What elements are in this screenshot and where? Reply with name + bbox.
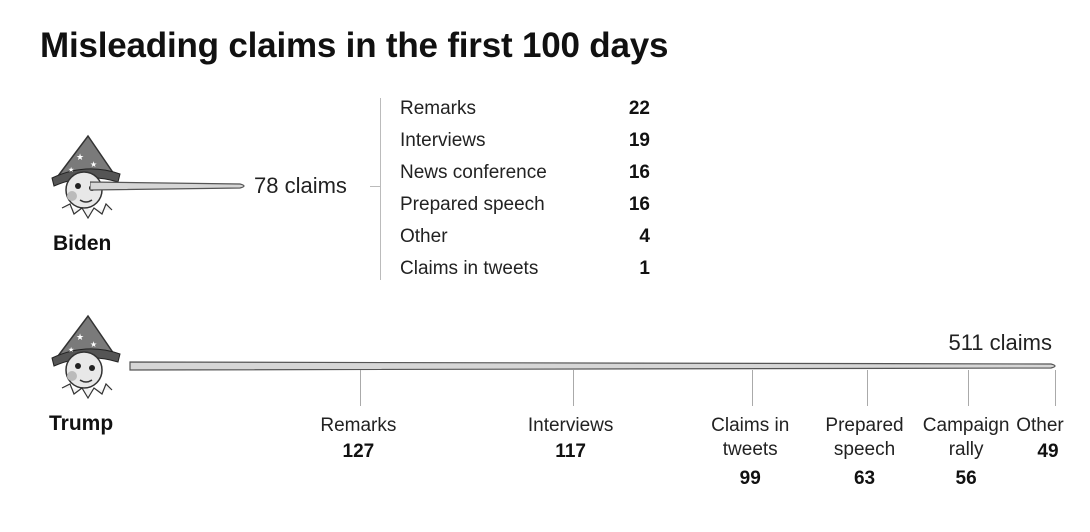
biden-bracket-line <box>380 98 381 280</box>
row-value: 16 <box>628 162 650 183</box>
row-value: 1 <box>639 258 650 279</box>
segment-tick <box>866 370 868 406</box>
table-row: Claims in tweets 1 <box>400 258 650 290</box>
svg-text:★: ★ <box>90 160 97 169</box>
row-label: Remarks <box>400 98 477 119</box>
svg-text:★: ★ <box>90 340 97 349</box>
biden-bracket-tick <box>370 186 381 187</box>
row-label: Claims in tweets <box>400 258 539 279</box>
segment-value: 127 <box>342 441 375 462</box>
table-row: Prepared speech 16 <box>400 194 650 226</box>
segment-label: Prepared speech <box>825 415 904 460</box>
segment-label: Remarks <box>320 415 397 436</box>
segment-tick <box>360 370 362 406</box>
table-row: Remarks 22 <box>400 98 650 130</box>
segment-value: 99 <box>739 468 761 489</box>
biden-nose <box>90 181 245 191</box>
segment-value: 49 <box>1037 441 1059 462</box>
chart-title: Misleading claims in the first 100 days <box>40 26 669 65</box>
row-value: 16 <box>628 194 650 215</box>
pinocchio-icon: ★★★ <box>51 314 121 400</box>
row-label: News conference <box>400 162 547 183</box>
biden-name: Biden <box>53 232 112 255</box>
table-row: News conference 16 <box>400 162 650 194</box>
segment-value: 117 <box>555 441 586 462</box>
table-row: Other 4 <box>400 226 650 258</box>
segment-label: Claims in tweets <box>711 415 790 460</box>
segment-label: Other <box>1016 415 1064 436</box>
segment-value: 56 <box>955 468 977 489</box>
trump-total-label: 511 claims <box>948 330 1052 355</box>
row-label: Prepared speech <box>400 194 545 215</box>
biden-total-label: 78 claims <box>254 173 347 198</box>
row-value: 4 <box>639 226 650 247</box>
row-value: 19 <box>628 130 650 151</box>
segment-value: 63 <box>853 468 876 489</box>
svg-text:★: ★ <box>76 152 84 162</box>
segment-tick <box>968 370 970 406</box>
svg-text:★: ★ <box>68 346 74 354</box>
svg-text:★: ★ <box>76 332 84 342</box>
segment-tick <box>1055 370 1056 406</box>
svg-text:★: ★ <box>68 166 74 174</box>
row-label: Other <box>400 226 448 247</box>
table-row: Interviews 19 <box>400 130 650 162</box>
trump-nose <box>129 361 1056 371</box>
trump-name: Trump <box>49 412 114 435</box>
segment-tick <box>572 370 574 406</box>
row-label: Interviews <box>400 130 486 151</box>
biden-breakdown-table: Remarks 22 Interviews 19 News conference 16… <box>400 98 650 290</box>
segment-label: Campaign rally <box>922 415 1010 460</box>
row-value: 22 <box>628 98 650 119</box>
segment-tick <box>752 370 754 406</box>
segment-label: Interviews <box>527 415 614 436</box>
